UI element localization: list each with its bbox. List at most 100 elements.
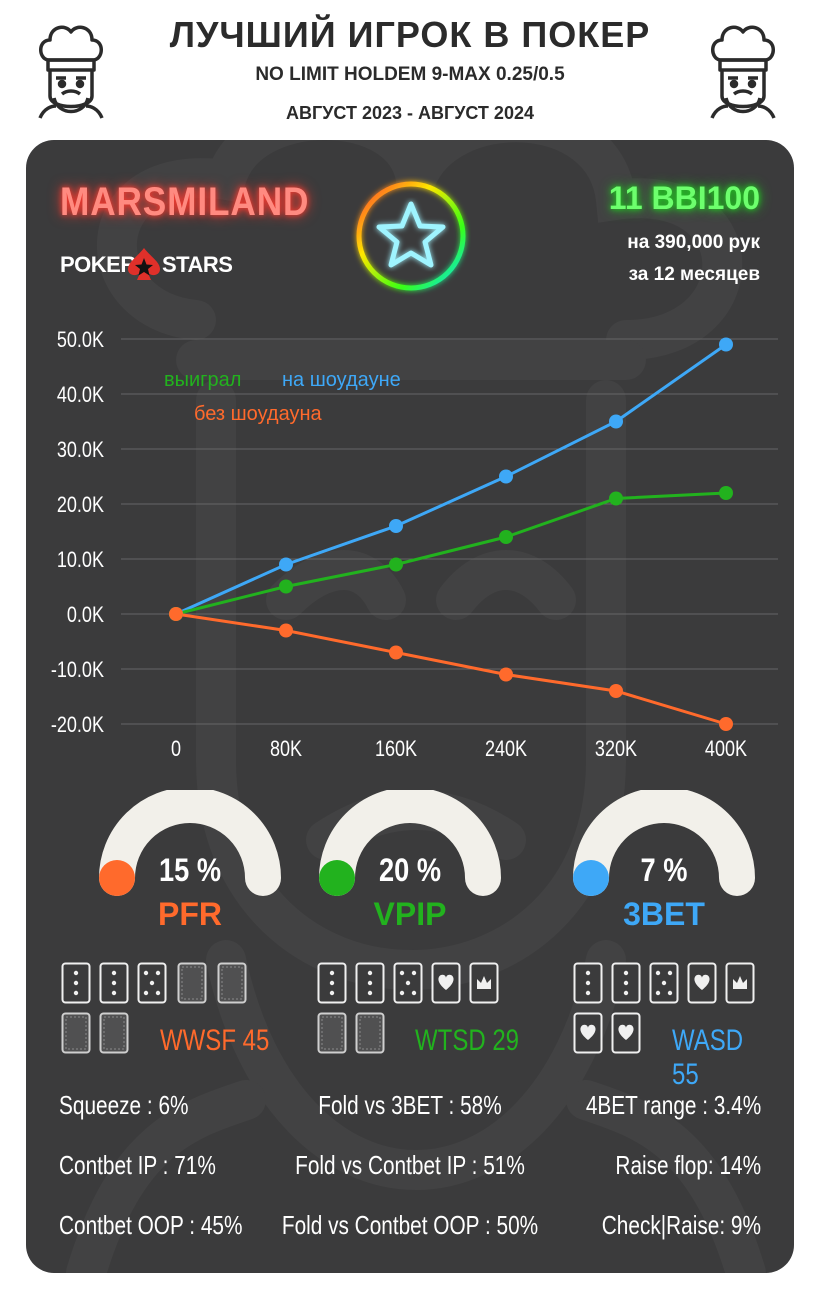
playing-card-icon (687, 962, 717, 1004)
x-tick-label: 160K (375, 737, 418, 761)
data-point (499, 469, 513, 484)
playing-card-icon (611, 962, 641, 1004)
x-tick-label: 400K (705, 737, 748, 761)
gauge-label: VPIP (373, 896, 447, 932)
playing-card-icon (573, 962, 603, 1004)
gauge-arc (319, 790, 501, 896)
data-point (719, 337, 733, 352)
months-count: за 12 месяцев (628, 264, 760, 285)
y-tick-label: 10.0K (57, 548, 105, 572)
x-tick-label: 0 (171, 737, 181, 761)
data-point (169, 607, 183, 621)
stat-text: Contbet IP : 71% (59, 1150, 216, 1180)
x-tick-label: 80K (270, 737, 303, 761)
y-tick-label: 30.0K (57, 438, 105, 462)
stats-card: MARSMILAND POKER STARS 11 BBI100 на 390,… (26, 140, 794, 1273)
y-tick-label: 50.0K (57, 328, 105, 352)
winnings-line-chart: 50.0K 40.0K 30.0K 20.0K 10.0K 0.0K -10.0K -20.0… (51, 328, 778, 761)
data-point (279, 579, 293, 594)
stat-text: 4BET range : 3.4% (585, 1090, 761, 1120)
playing-card-icon (61, 962, 91, 1004)
header: ЛУЧШИЙ ИГРОК В ПОКЕР NO LIMIT HOLDEM 9-M… (0, 0, 820, 140)
gauge-indicator (99, 860, 135, 896)
winrate-value: 11 BBI100 (608, 180, 760, 216)
playing-card-icon (573, 1012, 603, 1054)
playing-card-icon (725, 962, 755, 1004)
card-back-icon (177, 962, 207, 1004)
data-point (719, 717, 733, 731)
gauge-vpip: 20 % VPIP (300, 790, 520, 950)
data-point (279, 557, 293, 572)
gauge-track (99, 790, 281, 896)
data-point (609, 684, 623, 698)
playing-card-icon (99, 962, 129, 1004)
playing-card-icon (431, 962, 461, 1004)
legend-entry: без шоудауна (194, 403, 323, 425)
data-point (389, 645, 403, 660)
card-stat-label: WTSD 29 (415, 1024, 520, 1057)
data-point (279, 623, 293, 638)
card-back-icon (317, 1012, 347, 1054)
chef-king-icon (710, 25, 776, 119)
gauge-track (573, 790, 755, 896)
stat-text: Check|Raise: 9% (601, 1210, 761, 1240)
data-point (389, 519, 403, 533)
player-name: MARSMILAND (60, 180, 310, 224)
data-point (499, 530, 513, 544)
stat-text: Fold vs Contbet IP : 51% (295, 1150, 525, 1180)
card-stat-label: WWSF 45 (160, 1024, 270, 1057)
gauge-value: 7 % (640, 852, 688, 888)
period-text: АВГУСТ 2023 - АВГУСТ 2024 (286, 103, 534, 123)
stat-text: Raise flop: 14% (615, 1150, 761, 1180)
data-point (499, 667, 513, 682)
playing-card-icon (611, 1012, 641, 1054)
card-back-icon (99, 1012, 129, 1054)
y-tick-label: 40.0K (57, 383, 105, 407)
legend-entry: на шоудауне (282, 369, 401, 391)
page-title: ЛУЧШИЙ ИГРОК В ПОКЕР (169, 14, 651, 55)
y-tick-label: -20.0K (51, 713, 105, 737)
legend-entry: выиграл (164, 369, 241, 391)
card-stat-label: WASD 55 (672, 1024, 744, 1091)
gauge-arc (573, 790, 755, 896)
gauge-arc (99, 790, 281, 896)
series-line-2 (175, 612, 727, 726)
series-line-0 (175, 343, 727, 616)
playing-card-icon (137, 962, 167, 1004)
x-tick-label: 320K (595, 737, 638, 761)
x-tick-label: 240K (485, 737, 528, 761)
gauge-label: 3BET (623, 896, 705, 932)
game-subtitle: NO LIMIT HOLDEM 9-MAX 0.25/0.5 (255, 64, 565, 85)
playing-card-icon (393, 962, 423, 1004)
neon-star-icon (356, 181, 466, 291)
room-name-left: POKER (60, 252, 136, 277)
gauge-value: 20 % (379, 852, 441, 888)
stat-text: Squeeze : 6% (59, 1090, 189, 1120)
playing-card-icon (649, 962, 679, 1004)
y-tick-label: 20.0K (57, 493, 105, 517)
data-point (719, 486, 733, 500)
card-back-icon (61, 1012, 91, 1054)
stat-text: Fold vs Contbet OOP : 50% (281, 1210, 539, 1240)
stat-text: Contbet OOP : 45% (59, 1210, 243, 1240)
y-tick-label: 0.0K (67, 603, 105, 627)
hands-count: на 390,000 рук (627, 232, 760, 253)
gauge-3bet: 7 % 3BET (554, 790, 774, 950)
playing-card-icon (469, 962, 499, 1004)
card-back-icon (355, 1012, 385, 1054)
gauge-indicator (319, 860, 355, 896)
card-back-icon (217, 962, 247, 1004)
gauge-track (319, 790, 501, 896)
poker-room-logo: POKER STARS (60, 246, 250, 282)
data-point (609, 414, 623, 429)
playing-card-icon (317, 962, 347, 1004)
playing-card-icon (355, 962, 385, 1004)
gauge-indicator (573, 860, 609, 896)
chef-king-icon (38, 25, 104, 119)
data-point (389, 557, 403, 572)
y-tick-label: -10.0K (51, 658, 105, 682)
series-line-1 (175, 491, 727, 616)
data-point (609, 491, 623, 506)
gauge-pfr: 15 % PFR (80, 790, 300, 950)
gauge-value: 15 % (159, 852, 221, 888)
